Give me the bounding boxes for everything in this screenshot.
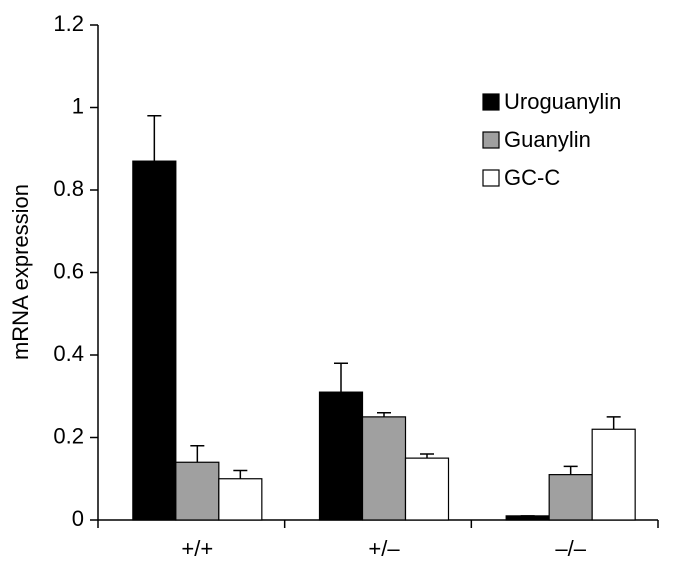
bar bbox=[505, 515, 550, 521]
bar bbox=[175, 461, 220, 521]
legend-label: GC-C bbox=[504, 165, 560, 190]
x-tick-label: +/+ bbox=[181, 536, 213, 561]
error-bar bbox=[147, 115, 162, 162]
error-bar bbox=[420, 453, 434, 459]
error-bar bbox=[377, 412, 391, 417]
bar bbox=[132, 160, 177, 521]
y-tick-label: 0.2 bbox=[53, 423, 84, 448]
error-bar bbox=[563, 465, 578, 475]
y-tick-label: 0.8 bbox=[53, 176, 84, 201]
error-bar bbox=[334, 362, 348, 393]
y-tick-label: 0.6 bbox=[53, 258, 84, 283]
error-bar bbox=[233, 469, 248, 479]
error-bar bbox=[606, 416, 621, 430]
y-tick-label: 1 bbox=[72, 93, 84, 118]
bar bbox=[218, 478, 263, 521]
bar bbox=[404, 457, 450, 521]
bar bbox=[318, 391, 364, 521]
bar bbox=[361, 416, 407, 521]
x-tick-label: –/– bbox=[555, 536, 586, 561]
x-tick-label: +/– bbox=[368, 536, 400, 561]
y-tick-label: 1.2 bbox=[53, 11, 84, 36]
legend-label: Uroguanylin bbox=[504, 89, 621, 114]
legend-swatch bbox=[482, 131, 500, 149]
y-tick-label: 0 bbox=[72, 506, 84, 531]
error-bar bbox=[190, 445, 205, 463]
legend-label: Guanylin bbox=[504, 127, 591, 152]
legend-swatch bbox=[482, 93, 500, 111]
y-tick-label: 0.4 bbox=[53, 341, 84, 366]
y-axis-label: mRNA expression bbox=[8, 184, 33, 360]
legend-swatch bbox=[482, 169, 500, 187]
bar bbox=[591, 428, 636, 521]
bar bbox=[548, 474, 593, 521]
